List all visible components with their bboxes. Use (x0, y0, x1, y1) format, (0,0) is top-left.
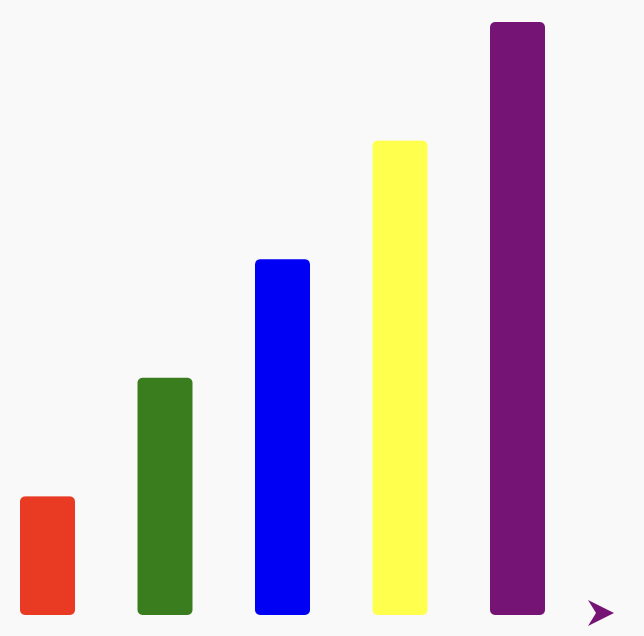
play-arrow-icon (588, 600, 614, 626)
bar-1 (20, 496, 75, 615)
bar-3 (255, 259, 310, 615)
bar-group (20, 22, 545, 615)
bar-4 (372, 140, 428, 615)
bar-2 (137, 377, 193, 615)
bar-5 (490, 22, 545, 615)
